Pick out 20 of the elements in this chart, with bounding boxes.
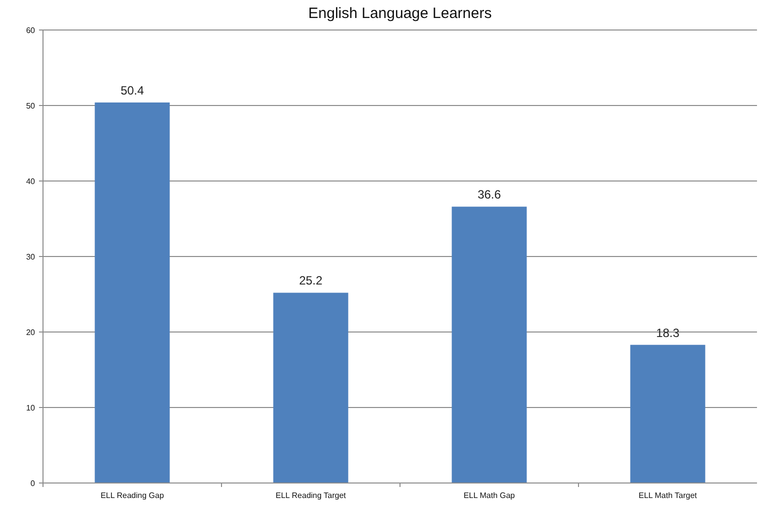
x-tick-label: ELL Reading Target: [276, 491, 347, 500]
bar: [630, 344, 706, 483]
bar: [452, 206, 527, 483]
data-label: 18.3: [656, 326, 680, 340]
y-tick-label: 10: [26, 404, 36, 412]
y-tick-label: 0: [30, 479, 36, 488]
data-label: 25.2: [299, 274, 323, 288]
y-tick-label: 30: [26, 252, 36, 262]
x-tick-label: ELL Math Gap: [464, 491, 516, 500]
bar: [94, 102, 170, 483]
data-label: 50.4: [120, 83, 144, 98]
y-tick-label: 60: [26, 26, 36, 35]
bar: [273, 292, 348, 483]
x-tick-label: ELL Math Target: [638, 491, 698, 500]
chart-title: English Language Learners: [308, 5, 492, 22]
y-tick-label: 20: [26, 328, 36, 337]
y-tick-label: 50: [26, 102, 36, 110]
data-label: 36.6: [478, 188, 502, 202]
y-tick-label: 40: [26, 177, 36, 186]
x-tick-label: ELL Reading Gap: [100, 491, 164, 500]
